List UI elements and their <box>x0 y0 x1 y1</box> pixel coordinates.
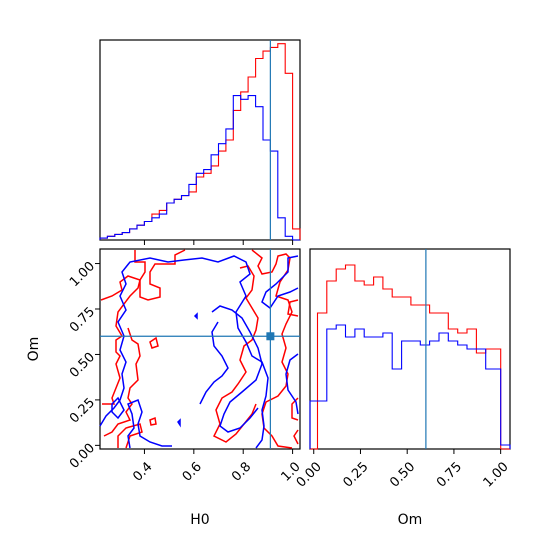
axis-label-om-y: Om <box>26 337 42 362</box>
contour-red-island-1 <box>149 336 159 349</box>
contour-red-island-2 <box>149 416 157 426</box>
truth-marker <box>266 332 275 341</box>
histogram-series-1 <box>310 264 510 450</box>
x-tick-label: 0.6 <box>180 459 205 484</box>
x-tick-label: 0.4 <box>130 459 155 484</box>
contour-red-right-outer <box>251 249 293 449</box>
x-tick-label: 0.00 <box>294 459 325 490</box>
y-tick-label: 0.25 <box>67 395 98 426</box>
hist-om-frame <box>309 248 511 450</box>
x-tick-label: 0.50 <box>387 459 418 490</box>
histogram-series-2 <box>309 324 511 449</box>
contour-red-edge <box>287 299 299 317</box>
axis-label-h0: H0 <box>190 512 209 528</box>
x-tick-label: 0.25 <box>340 459 371 490</box>
contour-red-left-loop <box>100 275 141 405</box>
contour-red-right-inner <box>212 265 259 443</box>
hist-h0-frame <box>99 39 301 241</box>
panel-h0-om: 0.4 0.6 0.8 1.00.000.250.500.751.00 H0 Om <box>26 248 304 528</box>
axis-label-om-x: Om <box>398 512 423 528</box>
contour-blue-edge <box>261 255 299 310</box>
panel-hist-om: 0.00 0.25 0.50 0.75 1.00 Om <box>294 248 512 528</box>
panel-hist-h0 <box>99 39 301 245</box>
contour-blue-right-inner <box>211 305 263 433</box>
histogram-series-2 <box>99 95 300 241</box>
y-tick-label: 1.00 <box>67 259 98 290</box>
contour-blue-edge-bottom <box>285 353 299 415</box>
contour-layer <box>99 249 299 449</box>
contour-blue-dot-2 <box>177 418 181 428</box>
contour-blue-bottom-left <box>127 399 172 449</box>
contour-blue-outer <box>99 255 269 449</box>
h0-om-frame <box>99 248 301 450</box>
x-tick-label: 1.00 <box>481 459 512 490</box>
y-tick-label: 0.75 <box>67 304 98 335</box>
contour-blue-right-loop <box>199 321 229 405</box>
contour-red-bottom-left <box>117 423 143 449</box>
contour-red-outer-left <box>134 249 186 301</box>
x-tick-label: 0.8 <box>229 459 254 484</box>
y-tick-label: 0.50 <box>67 350 98 381</box>
contour-red-edge-bottom2 <box>293 429 299 445</box>
contour-red-left-inner <box>103 327 141 437</box>
contour-blue-inner-left <box>111 396 125 420</box>
x-tick-label: 0.75 <box>434 459 465 490</box>
contour-blue-dot-1 <box>193 312 198 320</box>
y-tick-label: 0.00 <box>67 441 98 472</box>
